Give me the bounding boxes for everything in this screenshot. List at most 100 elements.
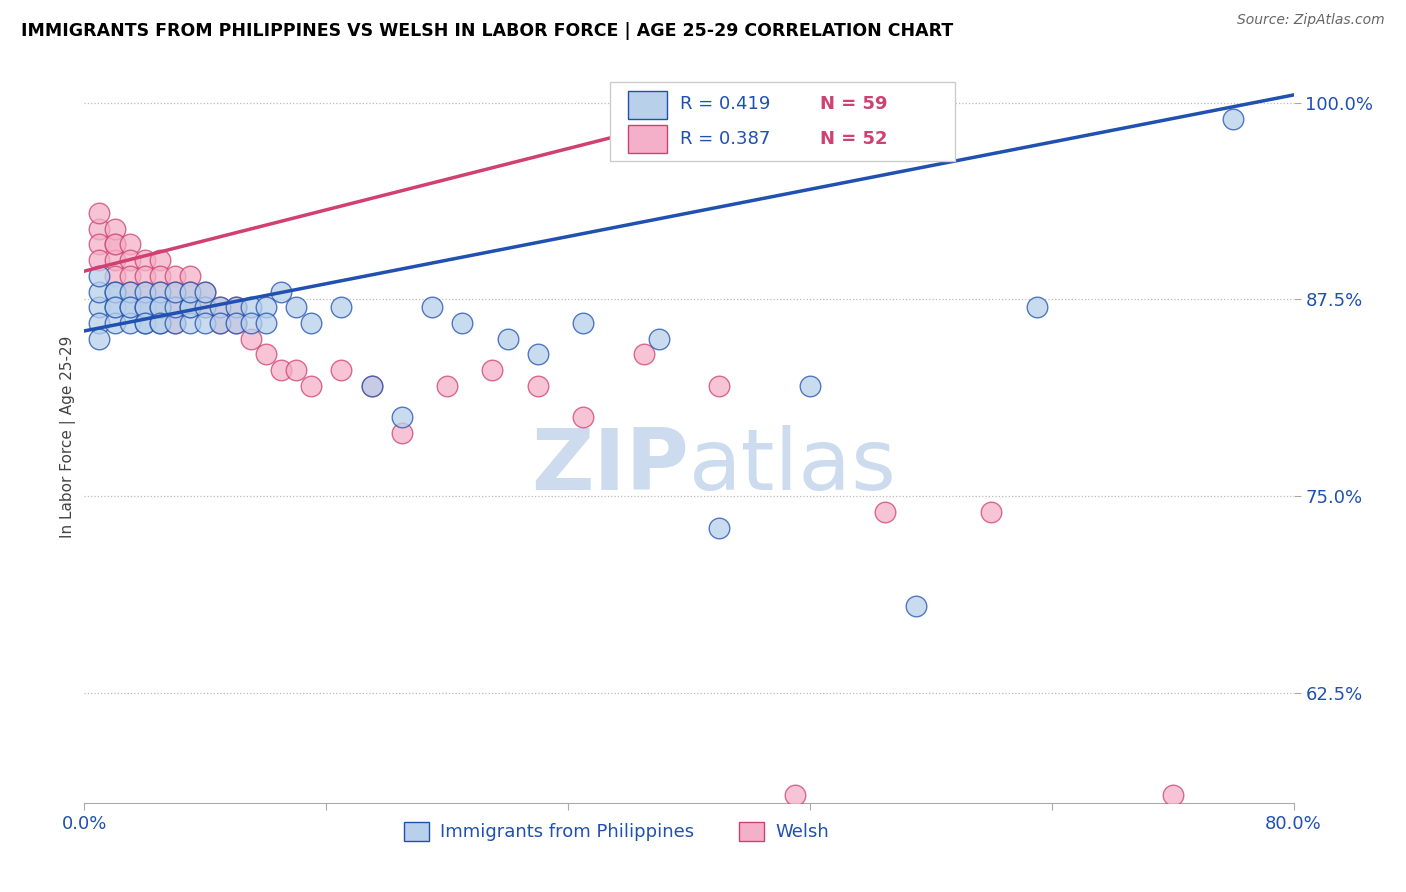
Point (1025, 301, 1047, 315)
Point (285, 301, 308, 315)
Point (527, 347, 550, 361)
Text: R = 0.387: R = 0.387 (681, 130, 770, 148)
Text: atlas: atlas (689, 425, 897, 508)
Point (330, 363, 353, 377)
Point (1161, 788, 1184, 802)
Point (134, 301, 156, 315)
Point (391, 426, 413, 441)
Point (149, 316, 172, 330)
Point (254, 301, 277, 315)
Point (194, 301, 217, 315)
Point (104, 301, 127, 315)
Point (134, 301, 156, 315)
Point (239, 316, 262, 330)
Point (179, 301, 201, 315)
FancyBboxPatch shape (628, 91, 668, 119)
Point (89, 285, 111, 299)
Point (104, 301, 127, 315)
Point (179, 285, 201, 299)
Point (118, 253, 141, 268)
Point (875, 505, 897, 519)
Point (904, 599, 927, 614)
Point (799, 379, 821, 393)
Point (89, 206, 111, 220)
Point (165, 301, 187, 315)
Point (134, 285, 156, 299)
Point (89, 237, 111, 252)
Point (149, 253, 172, 268)
Point (420, 301, 443, 315)
Point (194, 301, 217, 315)
FancyBboxPatch shape (610, 82, 955, 161)
Point (648, 332, 671, 346)
Point (118, 301, 141, 315)
Point (225, 301, 247, 315)
Point (481, 363, 503, 377)
Point (360, 379, 382, 393)
Point (165, 268, 187, 283)
Point (104, 316, 127, 330)
Point (89, 253, 111, 268)
Point (134, 316, 156, 330)
Text: IMMIGRANTS FROM PHILIPPINES VS WELSH IN LABOR FORCE | AGE 25-29 CORRELATION CHAR: IMMIGRANTS FROM PHILIPPINES VS WELSH IN … (21, 22, 953, 40)
Point (149, 316, 172, 330)
Point (89, 316, 111, 330)
Point (165, 285, 187, 299)
Text: ZIP: ZIP (531, 425, 689, 508)
Point (149, 285, 172, 299)
Point (118, 316, 141, 330)
Point (194, 285, 217, 299)
Point (254, 316, 277, 330)
Point (149, 268, 172, 283)
Point (572, 316, 595, 330)
FancyBboxPatch shape (628, 125, 668, 153)
Point (134, 268, 156, 283)
Point (225, 316, 247, 330)
Point (239, 332, 262, 346)
Point (299, 379, 322, 393)
Point (239, 301, 262, 315)
Point (165, 301, 187, 315)
Point (149, 301, 172, 315)
Point (104, 237, 127, 252)
Point (360, 379, 382, 393)
Point (209, 301, 232, 315)
Point (104, 285, 127, 299)
Point (1222, 112, 1244, 126)
Point (104, 285, 127, 299)
Point (572, 410, 595, 425)
Point (179, 285, 201, 299)
Point (134, 253, 156, 268)
Point (179, 301, 201, 315)
Point (104, 268, 127, 283)
Point (330, 301, 353, 315)
Point (270, 285, 292, 299)
Point (225, 301, 247, 315)
Point (104, 221, 127, 235)
Point (179, 268, 201, 283)
Point (194, 285, 217, 299)
Point (89, 332, 111, 346)
Point (254, 347, 277, 361)
Point (179, 301, 201, 315)
Point (118, 268, 141, 283)
Point (134, 285, 156, 299)
Point (118, 285, 141, 299)
Point (496, 332, 519, 346)
Point (299, 316, 322, 330)
Point (118, 285, 141, 299)
Point (134, 316, 156, 330)
Point (709, 379, 731, 393)
Point (527, 379, 550, 393)
Point (165, 316, 187, 330)
Point (104, 253, 127, 268)
Point (436, 379, 458, 393)
Point (209, 316, 232, 330)
Point (149, 285, 172, 299)
Point (633, 347, 655, 361)
Point (209, 301, 232, 315)
Legend: Immigrants from Philippines, Welsh: Immigrants from Philippines, Welsh (396, 814, 837, 848)
Point (209, 316, 232, 330)
Point (451, 316, 474, 330)
Point (149, 301, 172, 315)
